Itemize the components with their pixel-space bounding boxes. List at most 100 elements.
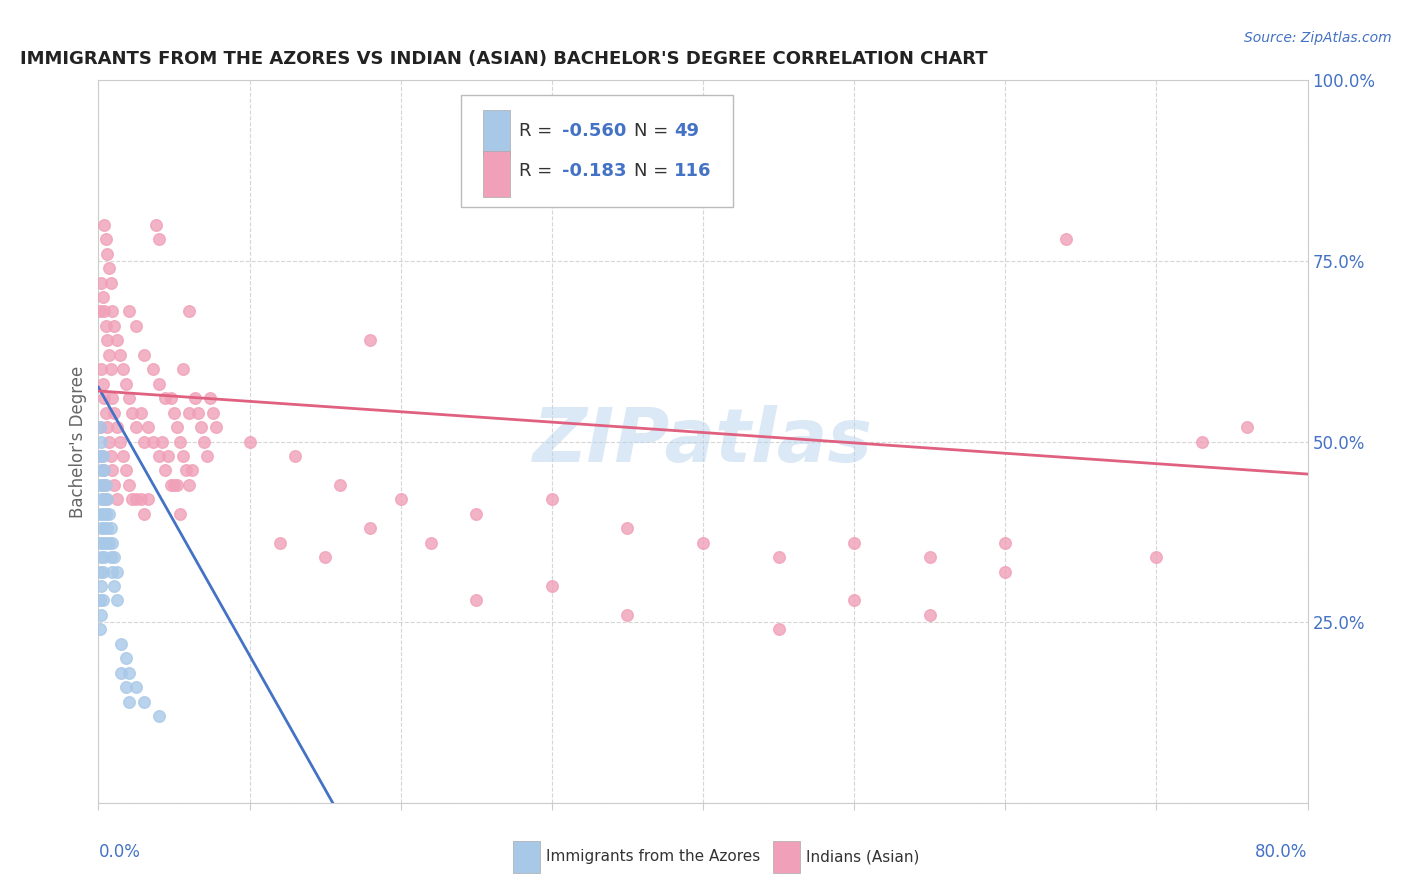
- Text: IMMIGRANTS FROM THE AZORES VS INDIAN (ASIAN) BACHELOR'S DEGREE CORRELATION CHART: IMMIGRANTS FROM THE AZORES VS INDIAN (AS…: [20, 50, 987, 68]
- Text: ZIPatlas: ZIPatlas: [533, 405, 873, 478]
- Point: [179, 478, 201, 492]
- Point: [101, 535, 124, 549]
- Point: [179, 304, 201, 318]
- FancyBboxPatch shape: [513, 841, 540, 873]
- Y-axis label: Bachelor's Degree: Bachelor's Degree: [69, 366, 87, 517]
- Point: [160, 391, 183, 405]
- Point: [100, 550, 122, 565]
- FancyBboxPatch shape: [482, 110, 509, 156]
- Point: [89, 535, 111, 549]
- Point: [616, 607, 638, 622]
- Point: [1236, 420, 1258, 434]
- Text: Source: ZipAtlas.com: Source: ZipAtlas.com: [1244, 31, 1392, 45]
- Point: [540, 579, 562, 593]
- FancyBboxPatch shape: [773, 841, 800, 873]
- Point: [1144, 550, 1167, 565]
- Point: [89, 507, 111, 521]
- Point: [160, 478, 183, 492]
- Point: [90, 276, 112, 290]
- Point: [148, 709, 170, 723]
- Point: [148, 232, 170, 246]
- Point: [125, 492, 148, 507]
- Point: [156, 449, 179, 463]
- Point: [136, 492, 159, 507]
- Point: [100, 521, 122, 535]
- Point: [93, 550, 115, 565]
- Point: [172, 362, 194, 376]
- Point: [103, 579, 125, 593]
- Point: [329, 478, 352, 492]
- Point: [195, 449, 218, 463]
- Point: [90, 550, 112, 565]
- Point: [94, 406, 117, 420]
- Point: [118, 478, 141, 492]
- Point: [129, 406, 152, 420]
- Point: [172, 449, 194, 463]
- Point: [129, 492, 152, 507]
- Point: [360, 334, 382, 348]
- Text: -0.183: -0.183: [561, 161, 626, 179]
- Point: [96, 521, 118, 535]
- Point: [202, 406, 225, 420]
- Point: [103, 406, 125, 420]
- Point: [465, 593, 488, 607]
- Point: [114, 376, 136, 391]
- Point: [91, 593, 114, 607]
- Text: R =: R =: [519, 161, 558, 179]
- Point: [103, 478, 125, 492]
- Text: Indians (Asian): Indians (Asian): [806, 849, 920, 864]
- Text: 0.0%: 0.0%: [98, 843, 141, 861]
- Point: [101, 391, 124, 405]
- Point: [90, 434, 112, 449]
- Point: [90, 607, 112, 622]
- Point: [111, 362, 134, 376]
- Point: [465, 507, 488, 521]
- Point: [96, 420, 118, 434]
- Point: [100, 449, 122, 463]
- Point: [105, 593, 128, 607]
- Text: Immigrants from the Azores: Immigrants from the Azores: [546, 849, 761, 864]
- Point: [105, 565, 128, 579]
- Point: [110, 637, 132, 651]
- Point: [90, 362, 112, 376]
- Point: [844, 535, 866, 549]
- Point: [94, 232, 117, 246]
- Point: [163, 406, 186, 420]
- Point: [101, 304, 124, 318]
- Point: [100, 276, 122, 290]
- Point: [90, 521, 112, 535]
- Point: [94, 507, 117, 521]
- Point: [121, 406, 143, 420]
- Point: [89, 593, 111, 607]
- Point: [360, 521, 382, 535]
- Point: [844, 593, 866, 607]
- Point: [616, 521, 638, 535]
- Point: [1054, 232, 1077, 246]
- Point: [148, 376, 170, 391]
- Point: [918, 607, 941, 622]
- Point: [93, 218, 115, 232]
- Point: [91, 463, 114, 477]
- Point: [108, 348, 131, 362]
- Point: [93, 492, 115, 507]
- Point: [89, 449, 111, 463]
- Point: [169, 507, 191, 521]
- Point: [114, 680, 136, 694]
- Point: [94, 478, 117, 492]
- Point: [163, 478, 186, 492]
- Point: [136, 420, 159, 434]
- Point: [90, 463, 112, 477]
- Point: [145, 218, 167, 232]
- Text: N =: N =: [634, 161, 673, 179]
- Point: [90, 492, 112, 507]
- Point: [94, 492, 117, 507]
- Point: [142, 362, 165, 376]
- Text: -0.560: -0.560: [561, 122, 626, 140]
- Point: [132, 507, 155, 521]
- Point: [91, 290, 114, 304]
- Text: 116: 116: [673, 161, 711, 179]
- Point: [90, 449, 112, 463]
- Point: [540, 492, 562, 507]
- Point: [125, 680, 148, 694]
- Text: N =: N =: [634, 122, 673, 140]
